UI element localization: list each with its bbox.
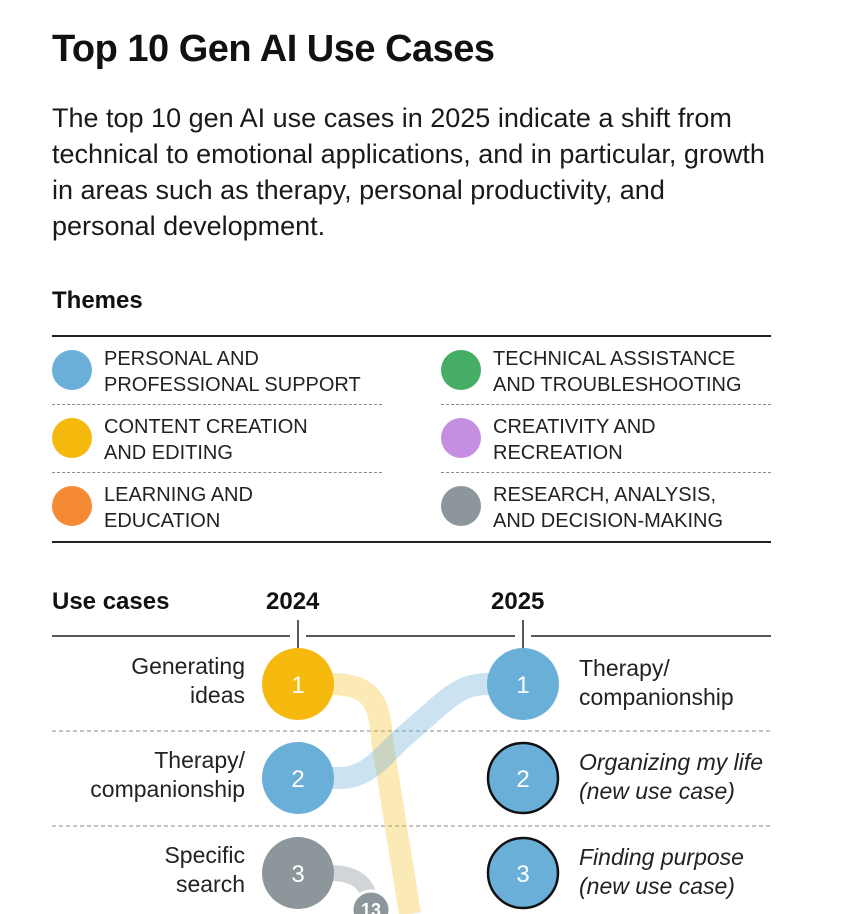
- themes-heading: Themes: [52, 287, 143, 314]
- theme-dot-icon: [52, 486, 92, 526]
- theme-dot-icon: [441, 418, 481, 458]
- rank-circle-2025: [486, 836, 560, 910]
- year-2024-heading: 2024: [266, 588, 320, 615]
- use-case-label-2025-new: Organizing my life (new use case): [579, 749, 764, 804]
- legend-label: RESEARCH, ANALYSIS, AND DECISION-MAKING: [493, 484, 724, 532]
- use-case-label-2024: Specific search: [164, 842, 245, 897]
- legend-column-left: PERSONAL AND PROFESSIONAL SUPPORT CONTEN…: [52, 337, 382, 541]
- rank-number-2025: 3: [516, 861, 529, 888]
- legend-column-right: TECHNICAL ASSISTANCE AND TROUBLESHOOTING…: [441, 337, 771, 541]
- rank-badge-partial: [350, 889, 392, 914]
- legend-label: PERSONAL AND PROFESSIONAL SUPPORT: [104, 348, 361, 396]
- theme-dot-icon: [52, 418, 92, 458]
- rank-number-2024: 2: [291, 766, 304, 793]
- legend-label: CONTENT CREATION AND EDITING: [104, 416, 308, 464]
- legend-item-technical: TECHNICAL ASSISTANCE AND TROUBLESHOOTING: [441, 337, 771, 405]
- legend-label: LEARNING AND EDUCATION: [104, 484, 253, 532]
- use-cases-heading: Use cases: [52, 588, 170, 615]
- rank-circle-2025: [486, 741, 560, 815]
- use-case-label-2024: Generating ideas: [131, 653, 245, 708]
- theme-dot-icon: [441, 350, 481, 390]
- flow-band-therapy: [298, 673, 523, 789]
- page-title: Top 10 Gen AI Use Cases: [52, 28, 495, 70]
- use-case-label-2025: Therapy/ companionship: [579, 655, 734, 710]
- rank-circle-2024: [262, 742, 334, 814]
- legend-item-learning: LEARNING AND EDUCATION: [52, 473, 382, 541]
- use-case-label-2025-new: Finding purpose (new use case): [579, 844, 744, 899]
- rank-number-2025: 1: [516, 672, 529, 699]
- theme-dot-icon: [52, 350, 92, 390]
- themes-legend: PERSONAL AND PROFESSIONAL SUPPORT CONTEN…: [52, 335, 771, 543]
- year-2025-heading: 2025: [491, 588, 545, 615]
- legend-item-personal: PERSONAL AND PROFESSIONAL SUPPORT: [52, 337, 382, 405]
- rank-circle-2025: [487, 648, 559, 720]
- legend-item-research: RESEARCH, ANALYSIS, AND DECISION-MAKING: [441, 473, 771, 541]
- rank-number-2024: 3: [291, 861, 304, 888]
- rank-number-2024: 1: [291, 672, 304, 699]
- rank-circle-2024: [262, 648, 334, 720]
- legend-item-creativity: CREATIVITY AND RECREATION: [441, 405, 771, 473]
- legend-label: TECHNICAL ASSISTANCE AND TROUBLESHOOTING: [493, 348, 742, 396]
- intro-paragraph: The top 10 gen AI use cases in 2025 indi…: [52, 103, 765, 241]
- rank-circle-2024: [262, 837, 334, 909]
- rank-badge-partial-text: 13: [361, 900, 381, 914]
- legend-label: CREATIVITY AND RECREATION: [493, 416, 656, 464]
- theme-dot-icon: [441, 486, 481, 526]
- rank-number-2025: 2: [516, 766, 529, 793]
- legend-item-content: CONTENT CREATION AND EDITING: [52, 405, 382, 473]
- use-case-label-2024: Therapy/ companionship: [90, 747, 245, 802]
